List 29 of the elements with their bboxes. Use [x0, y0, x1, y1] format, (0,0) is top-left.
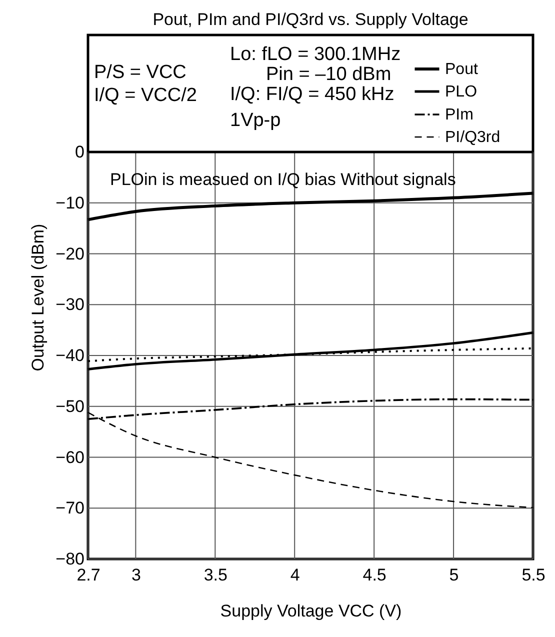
- x-tick-label: 2.7: [76, 566, 100, 584]
- y-tick-label: −20: [56, 244, 84, 264]
- x-tick-label: 5.5: [522, 566, 546, 584]
- x-tick-label: 3: [131, 566, 141, 584]
- y-tick-label: −70: [56, 498, 84, 518]
- annotation: I/Q: FI/Q = 450 kHz: [230, 84, 394, 105]
- x-tick-label: 4: [290, 566, 300, 584]
- y-tick-label: −10: [56, 193, 84, 212]
- legend-label: PLO: [445, 84, 478, 100]
- chart-title: Pout, PIm and PI/Q3rd vs. Supply Voltage: [152, 10, 468, 29]
- x-tick-label: 3.5: [204, 566, 228, 584]
- y-tick-label: −60: [56, 448, 84, 467]
- y-tick-label: −80: [56, 550, 84, 568]
- y-tick-label: −40: [56, 346, 84, 366]
- annotation: P/S = VCC: [94, 62, 186, 83]
- y-tick-label: −30: [56, 295, 84, 314]
- annotation: Pin = –10 dBm: [266, 64, 392, 85]
- x-tick-label: 5: [449, 566, 459, 584]
- legend-label: PI/Q3rd: [445, 129, 500, 146]
- x-tick-label: 4.5: [362, 566, 386, 584]
- y-tick-label: −50: [56, 396, 84, 416]
- y-tick-label: 0: [75, 142, 84, 162]
- y-axis-title: Output Level (dBm): [28, 224, 48, 372]
- annotation: 1Vp-p: [230, 110, 281, 131]
- legend-label: PIm: [445, 106, 474, 124]
- x-axis-title: Supply Voltage VCC (V): [220, 602, 402, 620]
- annotation: Lo: fLO = 300.1MHz: [230, 44, 401, 65]
- legend-label: Pout: [445, 61, 478, 78]
- annotation: I/Q = VCC/2: [94, 85, 197, 106]
